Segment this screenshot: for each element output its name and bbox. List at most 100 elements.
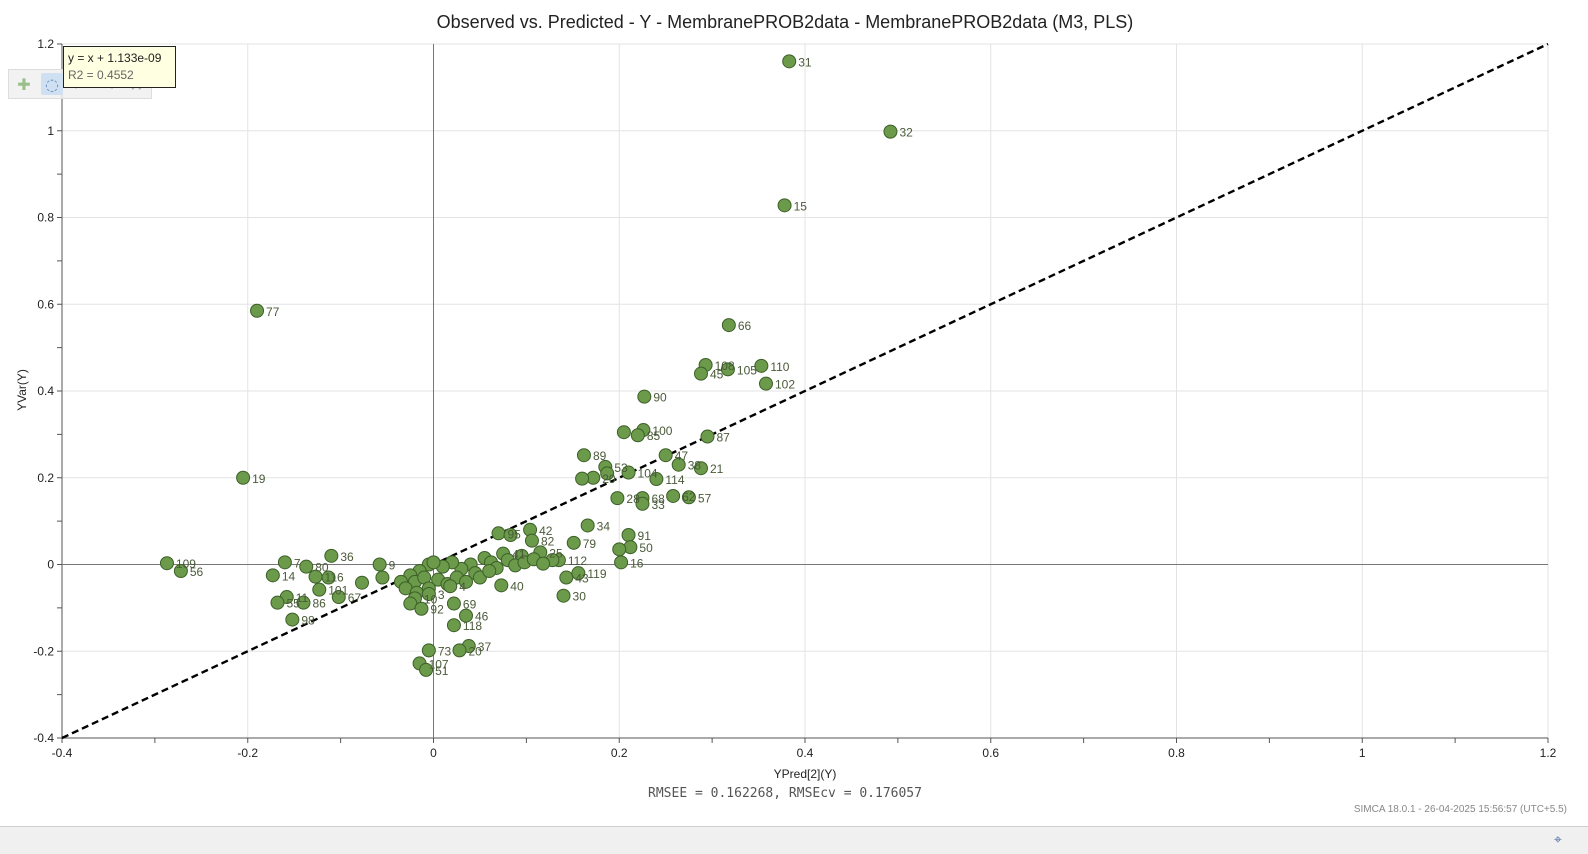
data-point[interactable] [419,662,434,677]
point-label: 57 [698,491,712,505]
point-label: 112 [568,554,587,568]
data-point[interactable] [630,428,645,443]
data-point[interactable] [270,595,285,610]
data-point[interactable] [580,518,595,533]
data-point[interactable] [621,528,636,543]
data-point[interactable] [312,582,327,597]
point-label: 16 [630,556,644,570]
data-point[interactable] [883,124,898,139]
data-point[interactable] [354,575,369,590]
point-label: 25 [549,546,563,560]
point-label: 110 [770,360,789,374]
scatter-chart[interactable]: Observed vs. Predicted - Y - MembranePRO… [0,0,1588,826]
data-point[interactable] [299,559,314,574]
data-point[interactable] [375,570,390,585]
x-tick-label: 1.2 [1540,746,1557,760]
data-point[interactable] [277,555,292,570]
y-tick-label: -0.4 [33,731,54,745]
point-label: 45 [710,368,724,382]
x-tick-label: 0.8 [1168,746,1185,760]
data-point[interactable] [721,318,736,333]
data-point[interactable] [782,54,797,69]
point-label: 67 [348,591,362,605]
data-point[interactable] [459,608,474,623]
point-label: 37 [478,640,492,654]
data-point[interactable] [575,471,590,486]
data-point[interactable] [681,490,696,505]
data-point[interactable] [321,570,336,585]
data-point[interactable] [566,535,581,550]
data-point[interactable] [700,429,715,444]
data-point[interactable] [600,466,615,481]
data-point[interactable] [421,586,436,601]
point-label: 108 [715,359,735,373]
data-point[interactable] [658,448,673,463]
point-label: 116 [325,571,344,585]
point-label: 107 [429,657,449,671]
data-point[interactable] [414,601,429,616]
data-point[interactable] [693,366,708,381]
data-point[interactable] [285,612,300,627]
data-point[interactable] [296,595,311,610]
data-point[interactable] [372,557,387,572]
regression-equation: y = x + 1.133e-09 [68,51,162,65]
point-label: 20 [469,644,483,658]
data-point[interactable] [324,548,339,563]
data-point[interactable] [452,643,467,658]
data-point[interactable] [693,461,708,476]
data-point[interactable] [446,618,461,633]
data-point[interactable] [571,566,586,581]
axes [57,43,1549,743]
data-point[interactable] [446,596,461,611]
data-point[interactable] [612,542,627,557]
data-point[interactable] [754,358,769,373]
data-point[interactable] [331,590,346,605]
data-point[interactable] [559,570,574,585]
data-point[interactable] [524,533,539,548]
data-point[interactable] [556,588,571,603]
data-point[interactable] [173,564,188,579]
data-point[interactable] [610,491,625,506]
data-point[interactable] [637,389,652,404]
point-label: 56 [190,565,204,579]
select-icon[interactable]: ◌ [41,73,63,95]
data-point[interactable] [443,579,458,594]
data-point[interactable] [616,425,631,440]
x-tick-label: 0 [430,746,437,760]
data-point[interactable] [777,198,792,213]
data-point[interactable] [666,488,681,503]
data-point[interactable] [503,528,518,543]
add-icon[interactable]: ✚ [17,74,31,94]
data-point[interactable] [671,457,686,472]
crosshair-icon[interactable]: ⌖ [1554,832,1562,848]
data-point[interactable] [482,564,497,579]
point-label: 19 [252,472,266,486]
data-point[interactable] [536,556,551,571]
point-label: 85 [647,429,661,443]
data-point[interactable] [491,526,506,541]
x-tick-label: 0.2 [611,746,628,760]
data-point[interactable] [494,578,509,593]
data-point[interactable] [265,568,280,583]
data-point[interactable] [576,448,591,463]
point-label: 109 [176,557,196,571]
data-point[interactable] [250,303,265,318]
point-label: 28 [626,492,640,506]
x-tick-label: -0.2 [237,746,258,760]
data-point[interactable] [614,555,629,570]
rmse-stats: RMSEE = 0.162268, RMSEcv = 0.176057 [648,786,922,801]
data-point[interactable] [621,465,636,480]
data-point[interactable] [426,555,441,570]
point-label: 69 [463,598,477,612]
data-point[interactable] [720,362,735,377]
data-point[interactable] [649,472,664,487]
point-label: 77 [266,305,280,319]
data-point[interactable] [236,470,251,485]
data-point[interactable] [635,496,650,511]
point-label: 3 [438,588,445,602]
point-label: 100 [652,424,672,438]
data-point[interactable] [421,643,436,658]
data-point[interactable] [758,376,773,391]
data-point[interactable] [459,574,474,589]
data-point[interactable] [159,556,174,571]
